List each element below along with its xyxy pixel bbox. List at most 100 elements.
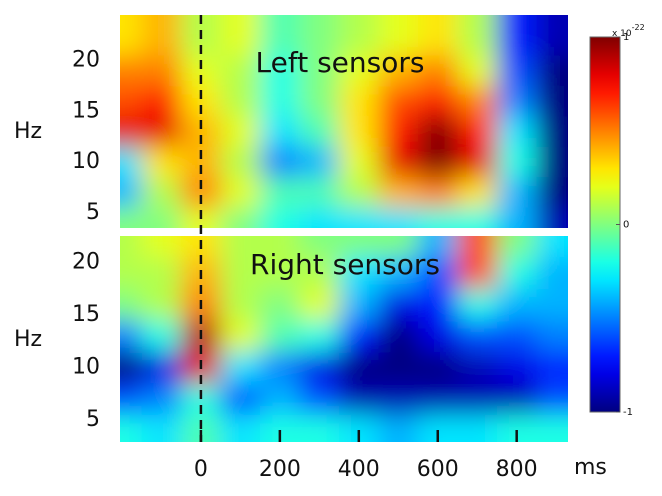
heat-cell: [457, 351, 498, 384]
heat-cell: [496, 177, 537, 209]
heat-cell: [339, 351, 380, 384]
heat-cell: [536, 15, 568, 57]
heat-cell: [457, 288, 498, 321]
heat-cell: [141, 236, 182, 258]
heat-cell: [496, 351, 537, 384]
heatmap-cells: [120, 236, 568, 442]
heat-cell: [496, 257, 537, 290]
x-tick-label: 0: [194, 457, 208, 482]
heat-cell: [418, 236, 458, 258]
heat-cell: [339, 146, 380, 178]
heat-cell: [220, 55, 261, 87]
heat-cell: [496, 320, 537, 353]
heat-cell: [339, 15, 380, 57]
heat-cell: [378, 116, 419, 148]
heat-cell: [339, 207, 380, 228]
heat-cell: [496, 116, 537, 148]
heat-cell: [299, 146, 340, 178]
heat-cell: [220, 146, 261, 178]
heat-cell: [378, 177, 419, 209]
heat-cell: [220, 288, 261, 321]
heat-cell: [299, 15, 340, 57]
heat-cell: [378, 236, 419, 258]
panel-title: Right sensors: [250, 248, 440, 281]
heat-cell: [120, 177, 143, 209]
heat-cell: [418, 116, 458, 148]
heat-cell: [378, 86, 419, 117]
heat-cell: [536, 116, 568, 148]
colorbar-tick-label: 1: [623, 32, 629, 43]
heat-cell: [299, 177, 340, 209]
heat-cell: [378, 55, 419, 87]
heat-cell: [536, 288, 568, 321]
y-tick-label: 15: [72, 98, 100, 123]
x-tick-label: 400: [338, 457, 380, 482]
heat-cell: [141, 177, 182, 209]
heat-cell: [339, 55, 380, 87]
heat-cell: [120, 116, 143, 148]
heat-cell: [299, 257, 340, 290]
heat-cell: [299, 116, 340, 148]
heat-cell: [378, 383, 419, 416]
heat-cell: [220, 177, 261, 209]
heat-cell: [536, 383, 568, 416]
heat-cell: [120, 257, 143, 290]
heat-cell: [260, 351, 301, 384]
heat-cell: [220, 383, 261, 416]
heat-cell: [339, 116, 380, 148]
heat-cell: [536, 236, 568, 258]
heat-cell: [496, 86, 537, 117]
heat-cell: [418, 15, 458, 57]
heat-cell: [260, 320, 301, 353]
heat-cell: [260, 146, 301, 178]
y-tick-label: 5: [86, 200, 100, 225]
heat-cell: [141, 15, 182, 57]
x-tick-label: 800: [496, 457, 538, 482]
y-axis-label: Hz: [14, 327, 42, 352]
heat-cell: [378, 351, 419, 384]
heat-cell: [299, 55, 340, 87]
heat-cell: [299, 320, 340, 353]
heat-cell: [378, 146, 419, 178]
heat-cell: [120, 351, 143, 384]
heat-cell: [141, 86, 182, 117]
heat-cell: [496, 288, 537, 321]
exponent-base: x 10: [612, 29, 632, 39]
heat-cell: [141, 288, 182, 321]
heat-cell: [260, 257, 301, 290]
heat-cell: [378, 288, 419, 321]
heat-cell: [378, 320, 419, 353]
heat-cell: [418, 207, 458, 228]
heat-cell: [418, 383, 458, 416]
heat-cell: [141, 351, 182, 384]
heat-cell: [496, 383, 537, 416]
heat-cell: [496, 207, 537, 228]
y-tick-label: 20: [72, 249, 100, 274]
heat-cell: [299, 207, 340, 228]
heat-cell: [536, 146, 568, 178]
x-axis-label: ms: [574, 455, 607, 480]
y-tick-label: 20: [72, 48, 100, 73]
heat-cell: [220, 207, 261, 228]
heat-cell: [120, 86, 143, 117]
heat-cell: [339, 288, 380, 321]
heat-cell: [496, 15, 537, 57]
heat-cell: [260, 177, 301, 209]
colorbar-tick-label: -1: [623, 407, 633, 418]
y-tick-label: 10: [72, 149, 100, 174]
heat-cell: [339, 236, 380, 258]
heat-cell: [536, 207, 568, 228]
heat-cell: [120, 207, 143, 228]
heat-cell: [220, 320, 261, 353]
heatmap-panel: [120, 15, 568, 228]
heat-cell: [339, 86, 380, 117]
heat-cell: [378, 414, 419, 442]
heat-cell: [418, 288, 458, 321]
heat-cell: [536, 55, 568, 87]
y-tick-label: 15: [72, 302, 100, 327]
heat-cell: [141, 55, 182, 87]
heat-cell: [339, 177, 380, 209]
heat-cell: [299, 288, 340, 321]
heat-cell: [260, 236, 301, 258]
heat-cell: [536, 177, 568, 209]
